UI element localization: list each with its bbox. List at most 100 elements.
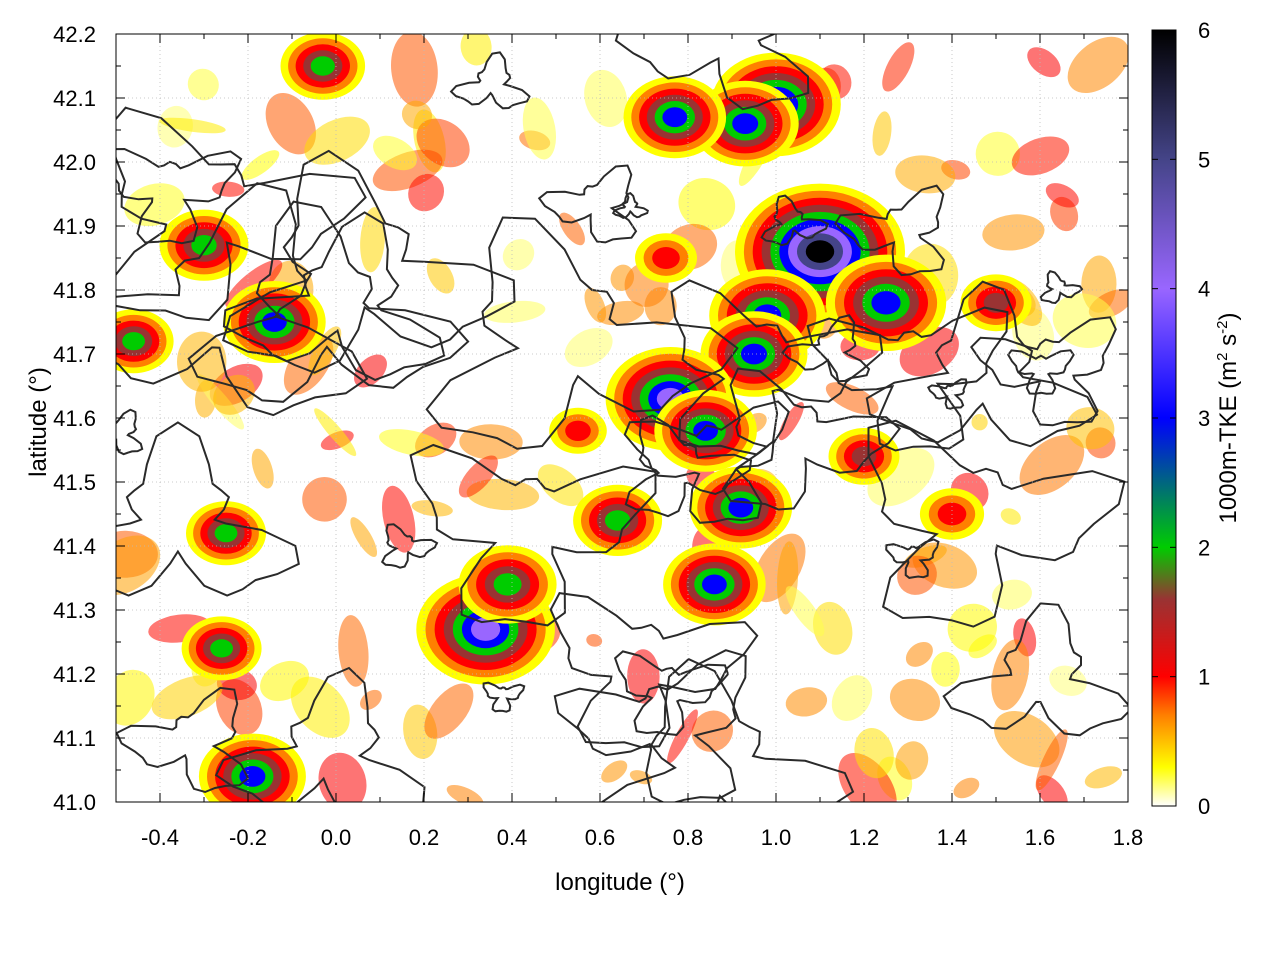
tke-background-patch <box>559 212 585 246</box>
terrain-contour <box>806 306 1009 452</box>
x-axis-title: longitude (°) <box>555 869 685 896</box>
tke-background-patch <box>953 777 980 799</box>
colorbar-tick-label: 6 <box>1198 18 1210 43</box>
tke-background-patch <box>1027 47 1061 78</box>
terrain-contour <box>116 408 144 456</box>
tke-hotspot <box>493 573 522 596</box>
tke-hotspot <box>805 240 835 263</box>
tke-background-patch <box>502 239 535 271</box>
tke-background-patch <box>260 660 309 702</box>
tke-background-patch <box>971 414 988 431</box>
tke-hotspot <box>262 312 287 332</box>
terrain-contour <box>867 419 1126 628</box>
x-tick-label: 0.2 <box>409 825 440 850</box>
y-tick-label: 41.0 <box>53 790 96 815</box>
tke-background-patch <box>1000 508 1021 525</box>
tke-background-patch <box>458 455 498 498</box>
y-tick-label: 41.5 <box>53 470 96 495</box>
tke-hotspot <box>471 617 501 641</box>
tke-background-patch <box>537 464 584 507</box>
tke-hotspot <box>871 291 901 315</box>
terrain-contour <box>116 106 367 322</box>
tke-background-patch <box>466 478 540 511</box>
tke-background-patch <box>446 784 484 802</box>
tke-hotspot <box>565 420 591 441</box>
y-tick-label: 41.1 <box>53 726 96 751</box>
terrain-contour <box>721 367 902 511</box>
y-tick-label: 42.1 <box>53 86 96 111</box>
axes-layer: -0.4 -0.2 0.0 0.2 0.4 0.6 0.8 1.0 1.2 1.4 1.6 1.8 41… <box>53 22 1143 850</box>
tke-background-patch <box>159 117 226 134</box>
tke-background-patch <box>116 535 161 596</box>
tke-background-patch <box>1049 665 1087 696</box>
terrain-contour <box>116 686 250 794</box>
tke-background-patch <box>1084 766 1123 789</box>
tke-background-patch <box>426 258 455 294</box>
tke-background-patch <box>1035 729 1068 791</box>
terrain-contour <box>380 523 439 569</box>
tke-background-patch <box>968 634 997 659</box>
tke-background-patch <box>151 675 223 720</box>
tke-hotspot <box>310 56 335 76</box>
tke-background-patch <box>895 741 929 780</box>
terrain-contour <box>1039 270 1084 305</box>
terrain-contour <box>623 400 790 524</box>
colorbar-tick-label: 3 <box>1198 406 1210 431</box>
y-tick-label: 41.6 <box>53 406 96 431</box>
tke-background-patch <box>785 586 825 637</box>
x-tick-label: 1.2 <box>849 825 880 850</box>
terrain-contour <box>449 51 531 110</box>
tke-background-patch <box>584 287 607 323</box>
y-tick-label: 42.2 <box>53 22 96 47</box>
tke-hotspot <box>214 524 238 543</box>
tke-background-patch <box>1066 407 1115 450</box>
tke-background-patch <box>304 116 370 165</box>
x-tick-label: 0.6 <box>585 825 616 850</box>
terrain-contour-layer <box>116 34 1128 802</box>
x-tick-label: 0.0 <box>321 825 352 850</box>
y-tick-label: 41.8 <box>53 278 96 303</box>
tke-background-patch <box>982 214 1045 251</box>
tke-background-patch <box>318 752 367 802</box>
y-tick-label: 41.3 <box>53 598 96 623</box>
colorbar-title-end: ) <box>1215 312 1242 320</box>
tke-background-patch <box>889 678 941 722</box>
tke-background-patch <box>854 728 894 779</box>
tke-background-patch <box>584 69 628 127</box>
colorbar-tick-label: 5 <box>1198 147 1210 172</box>
tke-background-patch <box>411 500 453 517</box>
terrain-contour <box>116 147 243 245</box>
tke-hotspot <box>122 332 145 351</box>
tke-background-patch <box>314 408 357 457</box>
colorbar-tick-label: 1 <box>1198 665 1210 690</box>
y-tick-label: 41.2 <box>53 662 96 687</box>
colorbar-title-sup2: -2 <box>1214 320 1231 333</box>
tke-background-patch <box>601 760 628 783</box>
colorbar-title-mid: s <box>1215 334 1242 353</box>
tke-background-patch <box>241 150 280 180</box>
tke-hotspot <box>732 113 759 134</box>
terrain-contour <box>781 314 871 383</box>
terrain-contour <box>116 182 369 417</box>
tke-hotspot <box>210 639 234 658</box>
colorbar-title-base: 1000m-TKE (m <box>1215 361 1242 524</box>
colorbar-tick-label: 2 <box>1198 535 1210 560</box>
terrain-contour <box>611 192 649 219</box>
tke-background-patch <box>390 34 438 107</box>
tke-background-patch <box>667 709 698 764</box>
tke-background-patch <box>124 183 185 227</box>
terrain-contour <box>222 211 446 381</box>
x-tick-label: 1.6 <box>1025 825 1056 850</box>
x-tick-label: 1.0 <box>761 825 792 850</box>
tke-background-patch <box>785 687 828 717</box>
colorbar-title-sup1: 2 <box>1214 352 1231 360</box>
terrain-contour <box>537 164 638 244</box>
tke-background-patch <box>975 131 1020 176</box>
terrain-contour <box>482 681 526 713</box>
tke-background-patch <box>1011 136 1070 176</box>
colorbar-ticks: 0 1 2 3 4 5 6 <box>1152 18 1210 819</box>
terrain-contour <box>214 666 426 802</box>
terrain-contour <box>116 421 300 597</box>
terrain-contour <box>670 279 884 456</box>
